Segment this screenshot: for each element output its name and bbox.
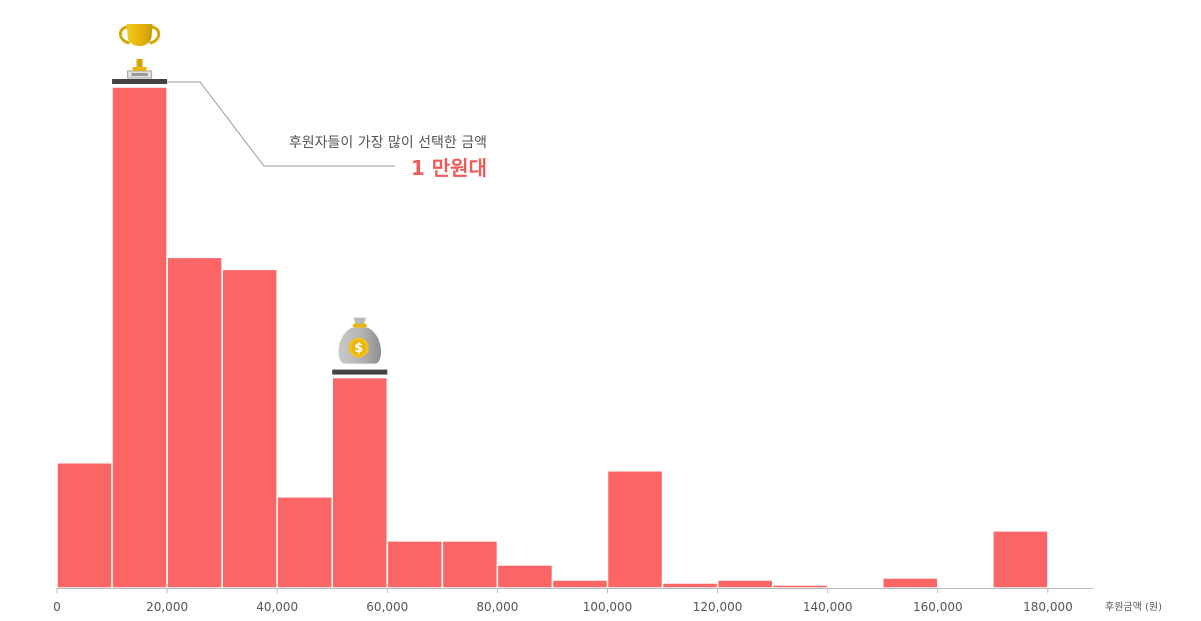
x-tick-label: 140,000 (803, 600, 853, 614)
x-tick-label: 20,000 (146, 600, 188, 614)
callout-text: 후원자들이 가장 많이 선택한 금액 (289, 135, 487, 151)
histogram-bar (386, 540, 444, 589)
histogram-bar (331, 376, 389, 589)
callout-leader-line (167, 81, 395, 167)
peak-marker (112, 79, 168, 84)
histogram-bar (111, 86, 168, 589)
x-tick-label: 80,000 (476, 600, 518, 614)
histogram-bar (992, 530, 1049, 589)
histogram-bar (221, 268, 278, 589)
histogram-bar (771, 584, 829, 589)
svg-text:$: $ (354, 341, 363, 356)
x-axis-unit-label: 후원금액 (원) (1105, 601, 1162, 613)
histogram-bar (441, 540, 499, 589)
x-tick-label: 180,000 (1023, 600, 1073, 614)
histogram-bar (551, 579, 609, 589)
bars-group (56, 86, 1049, 589)
callout-value: 1 만원대 (411, 156, 487, 180)
money-bag-icon: $ (338, 317, 382, 364)
histogram-bar (716, 579, 774, 589)
histogram-bar (56, 462, 113, 589)
histogram-bar (166, 256, 223, 589)
peak-marker (332, 369, 388, 375)
x-tick-label: 40,000 (256, 600, 298, 614)
x-tick-label: 160,000 (913, 600, 963, 614)
x-tick-label: 100,000 (583, 600, 633, 614)
x-axis: 0 20,000 40,000 60,000 80,000 100,000 120,000 1… (53, 588, 1093, 614)
x-tick-label: 0 (53, 600, 61, 614)
histogram-bar (276, 496, 334, 589)
x-tick-label: 120,000 (693, 600, 743, 614)
histogram-bar (496, 564, 554, 589)
histogram-bar (882, 577, 939, 589)
histogram-bar (661, 582, 719, 589)
trophy-icon (118, 24, 161, 79)
x-tick-label: 60,000 (366, 600, 408, 614)
histogram-bar (606, 470, 664, 589)
annotations-group: 후원자들이 가장 많이 선택한 금액 1 만원대 $ (112, 24, 487, 375)
